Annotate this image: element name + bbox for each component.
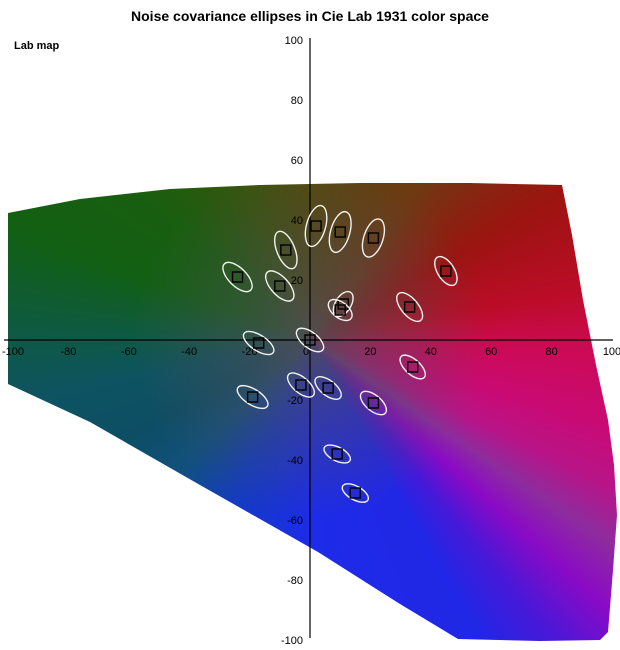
y-tick-label: 40 [291,215,303,227]
x-tick-label: 60 [485,346,497,358]
x-tick-label: -100 [2,346,24,358]
sample-square [231,271,244,283]
covariance-ellipse [314,376,342,400]
covariance-ellipse [286,372,316,398]
x-tick-label: -40 [181,346,197,358]
y-tick-label: -20 [287,395,303,407]
sample-square [304,334,316,346]
covariance-ellipse [434,255,458,287]
x-tick-label: 20 [364,346,376,358]
sample-square [367,232,380,244]
covariance-ellipse [361,218,386,258]
covariance-ellipse [222,261,253,293]
map-label: Lab map [14,40,60,52]
covariance-ellipse [323,444,352,464]
sample-square [349,487,361,499]
y-tick-label: 60 [291,155,303,167]
y-tick-label: 100 [285,35,303,47]
covariance-ellipse [273,230,298,270]
sample-square [252,337,265,349]
x-tick-label: 40 [425,346,437,358]
y-tick-label: 20 [291,275,303,287]
covariance-ellipse [264,270,295,302]
covariance-ellipse [242,330,275,356]
y-tick-label: -40 [287,455,303,467]
sample-square [295,379,307,391]
sample-square [367,397,380,409]
x-tick-label: 100 [603,346,620,358]
sample-square [322,382,334,394]
sample-square [337,298,349,310]
sample-square [334,226,346,238]
sample-square [274,280,286,292]
covariance-ellipse [295,327,325,353]
covariance-ellipse [328,210,352,254]
covariance-ellipse [304,204,328,248]
y-tick-label: -80 [287,575,303,587]
covariance-ellipse [396,291,424,323]
sample-square [331,448,343,460]
y-tick-label: 80 [291,95,303,107]
y-tick-label: -60 [287,515,303,527]
sample-square [310,220,322,232]
covariance-ellipse [341,483,370,503]
sample-square [280,244,292,256]
x-tick-label: 0 [303,346,309,358]
sample-square [246,391,259,403]
covariance-ellipse [236,384,269,410]
sample-square [334,304,346,316]
chart-title: Noise covariance ellipses in Cie Lab 193… [131,8,489,24]
y-tick-label: -100 [281,635,303,647]
sample-square [406,361,419,373]
sample-square [403,301,416,313]
covariance-ellipse [327,298,353,322]
x-tick-label: -80 [60,346,76,358]
sample-square [440,265,452,277]
covariance-ellipse [359,390,388,416]
x-tick-label: 80 [545,346,557,358]
x-tick-label: -60 [121,346,137,358]
